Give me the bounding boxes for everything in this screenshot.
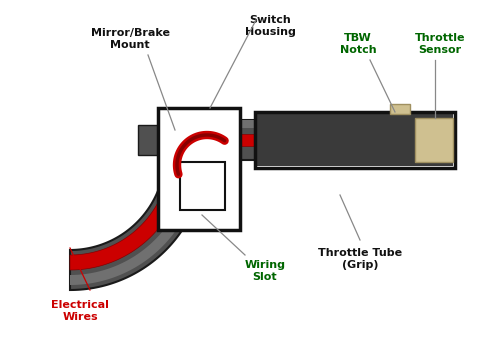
Text: Switch
Housing: Switch Housing (245, 15, 295, 37)
Bar (257, 114, 453, 166)
Polygon shape (70, 155, 200, 285)
Polygon shape (70, 155, 185, 270)
Bar (160, 120, 455, 128)
Bar (138, 125, 160, 155)
Text: TBW
Notch: TBW Notch (340, 34, 376, 55)
Bar (160, 134, 295, 146)
Text: Mirror/Brake
Mount: Mirror/Brake Mount (91, 28, 169, 50)
Bar (255, 112, 455, 168)
Text: Throttle Tube
(Grip): Throttle Tube (Grip) (318, 248, 402, 269)
Bar (158, 108, 240, 230)
Polygon shape (70, 155, 205, 290)
Bar (160, 120, 455, 160)
Text: Throttle
Sensor: Throttle Sensor (415, 34, 465, 55)
Bar (390, 104, 410, 114)
Text: Electrical
Wires: Electrical Wires (51, 300, 109, 321)
Bar (415, 118, 453, 162)
Bar (180, 162, 225, 210)
Text: Wiring
Slot: Wiring Slot (244, 260, 286, 281)
